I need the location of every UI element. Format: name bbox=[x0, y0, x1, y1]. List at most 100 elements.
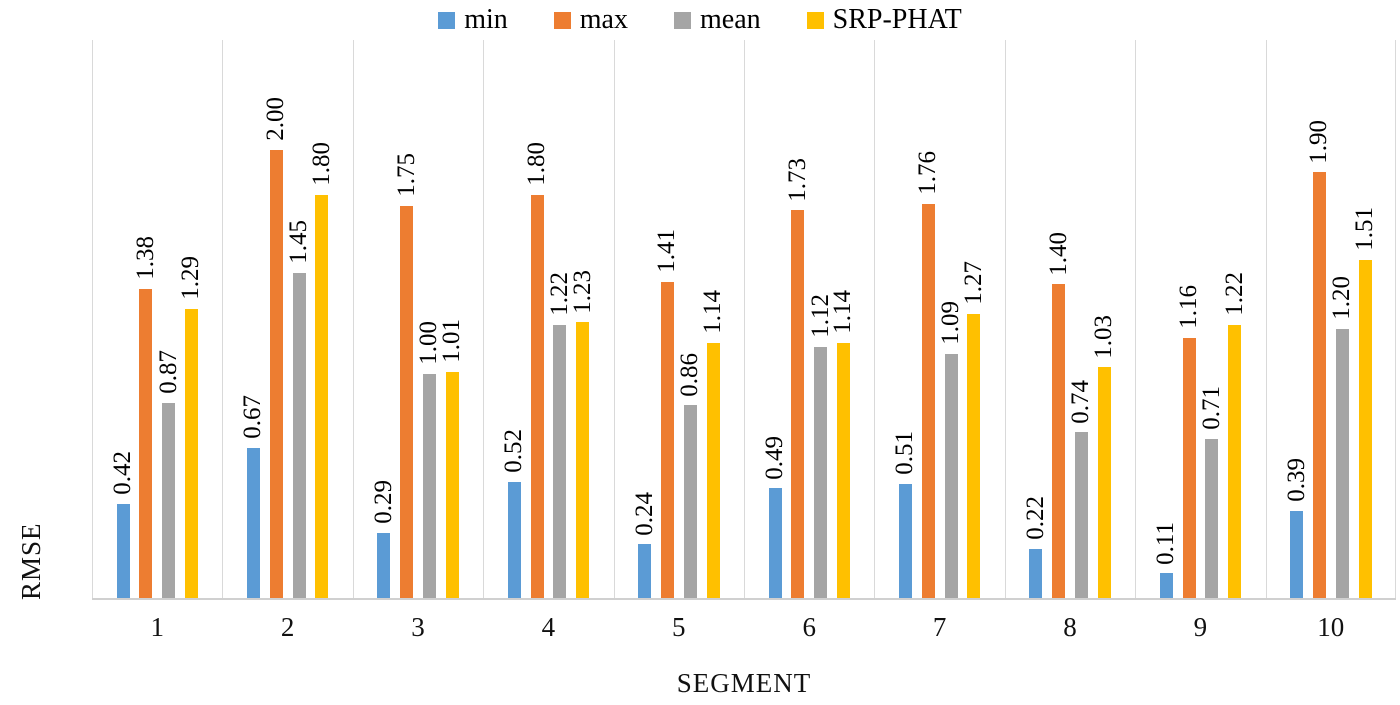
bar-mean-segment-3 bbox=[422, 374, 436, 598]
bar-mean-segment-1 bbox=[162, 403, 176, 598]
bar-mean-segment-2 bbox=[292, 273, 306, 598]
gridline bbox=[1265, 40, 1267, 598]
bar-max-segment-2 bbox=[269, 150, 283, 598]
plot-area: 0.42 1.38 0.87 1.29 0.67 2.00 1.45 1.80 0.29 1.75… bbox=[92, 40, 1396, 600]
bar-srp-phat-segment-8 bbox=[1097, 367, 1111, 598]
bar-value-label: 1.14 bbox=[829, 289, 857, 334]
bar-max-segment-4 bbox=[530, 194, 544, 598]
gridline bbox=[222, 40, 224, 598]
bar-min-segment-5 bbox=[638, 544, 652, 598]
bar-srp-phat-segment-5 bbox=[706, 342, 720, 598]
x-tick-label-1: 1 bbox=[150, 612, 164, 642]
chart-legend: min max mean SRP-PHAT bbox=[0, 4, 1400, 36]
bar-value-label: 0.49 bbox=[761, 435, 788, 480]
bar-mean-segment-8 bbox=[1074, 432, 1088, 598]
bar-max-segment-5 bbox=[660, 282, 674, 598]
legend-item-mean: mean bbox=[673, 4, 761, 36]
bar-max-segment-10 bbox=[1312, 172, 1326, 598]
bar-value-label: 2.00 bbox=[262, 97, 290, 141]
bar-value-label: 1.40 bbox=[1044, 231, 1072, 276]
gridline bbox=[352, 40, 354, 598]
gridline bbox=[1395, 40, 1396, 598]
legend-item-srp-phat: SRP-PHAT bbox=[806, 4, 962, 36]
legend-swatch-icon bbox=[438, 11, 456, 29]
bar-value-label: 1.27 bbox=[959, 260, 987, 305]
bar-value-label: 1.51 bbox=[1351, 207, 1378, 251]
bar-value-label: 1.16 bbox=[1175, 285, 1202, 330]
bar-srp-phat-segment-1 bbox=[184, 309, 198, 598]
bar-srp-phat-segment-10 bbox=[1358, 259, 1372, 598]
gridline bbox=[1004, 40, 1006, 598]
x-tick-label-8: 8 bbox=[1063, 612, 1077, 642]
bar-value-label: 0.67 bbox=[239, 395, 267, 439]
bar-value-label: 0.39 bbox=[1282, 457, 1310, 502]
gridline bbox=[92, 40, 93, 598]
bar-value-label: 0.74 bbox=[1067, 379, 1095, 424]
gridline bbox=[874, 40, 876, 598]
bar-srp-phat-segment-3 bbox=[445, 371, 459, 598]
bar-srp-phat-segment-2 bbox=[315, 194, 329, 598]
bar-min-segment-9 bbox=[1159, 573, 1173, 598]
bar-min-segment-2 bbox=[246, 447, 260, 598]
gridline bbox=[483, 40, 485, 598]
bar-value-label: 1.14 bbox=[699, 289, 726, 334]
bar-mean-segment-10 bbox=[1335, 329, 1349, 598]
legend-label: mean bbox=[699, 4, 761, 35]
x-tick-label-3: 3 bbox=[411, 612, 425, 642]
bar-srp-phat-segment-9 bbox=[1228, 324, 1242, 598]
bar-min-segment-1 bbox=[116, 503, 130, 598]
bar-value-label: 0.29 bbox=[369, 480, 397, 525]
bar-min-segment-3 bbox=[377, 533, 391, 598]
legend-swatch-icon bbox=[553, 11, 571, 29]
bar-min-segment-8 bbox=[1029, 548, 1043, 598]
bar-value-label: 0.71 bbox=[1197, 386, 1225, 430]
bar-value-label: 1.29 bbox=[177, 256, 205, 301]
bar-value-label: 1.23 bbox=[568, 269, 596, 314]
legend-item-max: max bbox=[553, 4, 628, 36]
bar-value-label: 1.75 bbox=[392, 153, 420, 197]
bar-max-segment-1 bbox=[139, 288, 153, 598]
y-axis-title: RMSE bbox=[16, 522, 46, 600]
bar-mean-segment-5 bbox=[683, 405, 697, 598]
legend-label: max bbox=[579, 4, 628, 35]
bar-value-label: 1.09 bbox=[937, 301, 964, 345]
bar-max-segment-7 bbox=[921, 203, 935, 598]
bar-min-segment-6 bbox=[768, 488, 782, 598]
bar-min-segment-4 bbox=[507, 481, 521, 598]
gridline bbox=[613, 40, 615, 598]
bar-value-label: 1.80 bbox=[307, 142, 335, 186]
bar-value-label: 1.41 bbox=[653, 229, 681, 274]
bar-value-label: 0.86 bbox=[676, 352, 704, 397]
bar-value-label: 1.20 bbox=[1328, 276, 1356, 321]
legend-item-min: min bbox=[438, 4, 508, 36]
x-tick-label-10: 10 bbox=[1317, 612, 1345, 642]
legend-label: min bbox=[464, 4, 508, 35]
bar-value-label: 0.51 bbox=[891, 431, 919, 475]
legend-swatch-icon bbox=[806, 11, 824, 29]
bar-srp-phat-segment-4 bbox=[576, 322, 590, 598]
bar-srp-phat-segment-6 bbox=[836, 342, 850, 598]
bar-value-label: 0.22 bbox=[1021, 495, 1049, 540]
bar-value-label: 0.87 bbox=[154, 350, 182, 395]
bar-max-segment-6 bbox=[791, 210, 805, 598]
bar-value-label: 0.24 bbox=[630, 491, 658, 536]
gridline bbox=[1135, 40, 1137, 598]
legend-swatch-icon bbox=[673, 11, 691, 29]
bar-min-segment-10 bbox=[1290, 510, 1304, 598]
x-tick-label-9: 9 bbox=[1193, 612, 1208, 642]
bar-value-label: 1.80 bbox=[523, 142, 550, 186]
bar-srp-phat-segment-7 bbox=[967, 313, 981, 598]
bar-value-label: 1.73 bbox=[783, 157, 811, 202]
bar-value-label: 1.45 bbox=[285, 220, 312, 265]
bar-min-segment-7 bbox=[898, 483, 912, 598]
bar-value-label: 1.76 bbox=[914, 151, 942, 195]
gridline bbox=[744, 40, 745, 598]
x-axis-title: SEGMENT bbox=[676, 668, 812, 698]
bar-value-label: 1.01 bbox=[438, 319, 466, 363]
x-tick-label-6: 6 bbox=[802, 612, 816, 642]
bar-value-label: 1.90 bbox=[1305, 119, 1333, 164]
bar-value-label: 0.11 bbox=[1152, 521, 1180, 565]
bar-mean-segment-6 bbox=[814, 347, 828, 598]
x-tick-label-5: 5 bbox=[672, 612, 686, 642]
